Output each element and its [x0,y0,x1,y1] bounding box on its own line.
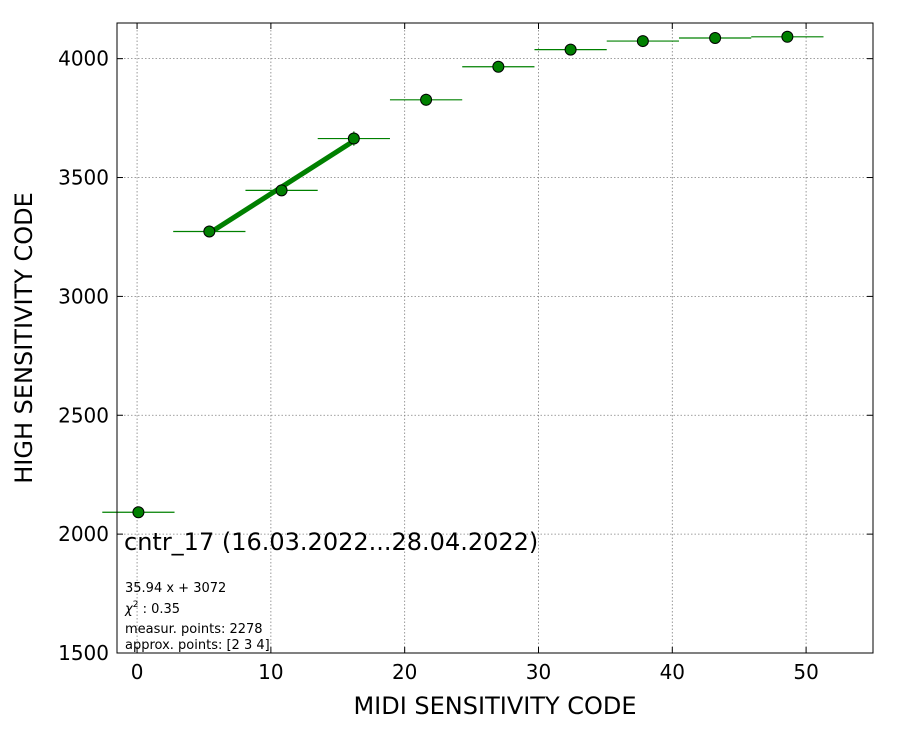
point-marker [420,93,433,106]
y-tick-label: 3000 [58,284,109,308]
point-marker [709,31,722,44]
annotation-measur-points: measur. points: 2278 [125,622,263,637]
point-marker [564,43,577,56]
data-point [606,35,679,48]
y-tick-label: 4000 [58,47,109,71]
data-point [389,93,463,106]
point-marker [492,60,505,73]
plot-frame [116,22,874,654]
point-marker [781,30,794,43]
data-point [317,131,390,146]
x-axis-label: MIDI SENSITIVITY CODE [353,692,636,720]
y-tick-label: 2500 [58,403,109,427]
x-tick-label: 20 [392,660,417,684]
x-tick-label: 50 [793,660,818,684]
point-marker [636,35,649,48]
annotation-title: cntr_17 (16.03.2022...28.04.2022) [124,528,538,556]
point-marker [203,225,216,238]
annotation-approx-points: approx. points: [2 3 4] [125,638,270,653]
data-point [245,184,318,197]
data-point [173,225,246,238]
x-tick-label: 0 [131,660,144,684]
grid [117,23,873,654]
point-marker [347,132,360,145]
point-marker [275,184,288,197]
data-point [678,31,752,44]
x-tick-label: 10 [258,660,283,684]
y-tick-label: 3500 [58,166,109,190]
chi-symbol: χ [124,602,134,617]
data-points [102,30,824,519]
chi-superscript: 2 [133,600,139,610]
annotation-equation: 35.94 x + 3072 [125,581,226,596]
annotation-chi2: χ2 : 0.35 [124,600,180,617]
data-point [751,30,824,43]
y-axis-label: HIGH SENSITIVITY CODE [10,192,38,484]
y-tick-label: 2000 [58,522,109,546]
chi-value: : 0.35 [138,602,180,617]
y-tick-label: 1500 [58,641,109,665]
data-point [534,43,607,56]
x-tick-label: 30 [526,660,551,684]
point-marker [132,506,145,519]
x-tick-label: 40 [660,660,685,684]
ticks: 0 10 20 30 40 50 1500 2000 2500 3000 3500 4000 [58,23,873,684]
data-point [462,60,535,73]
data-point [102,506,175,519]
